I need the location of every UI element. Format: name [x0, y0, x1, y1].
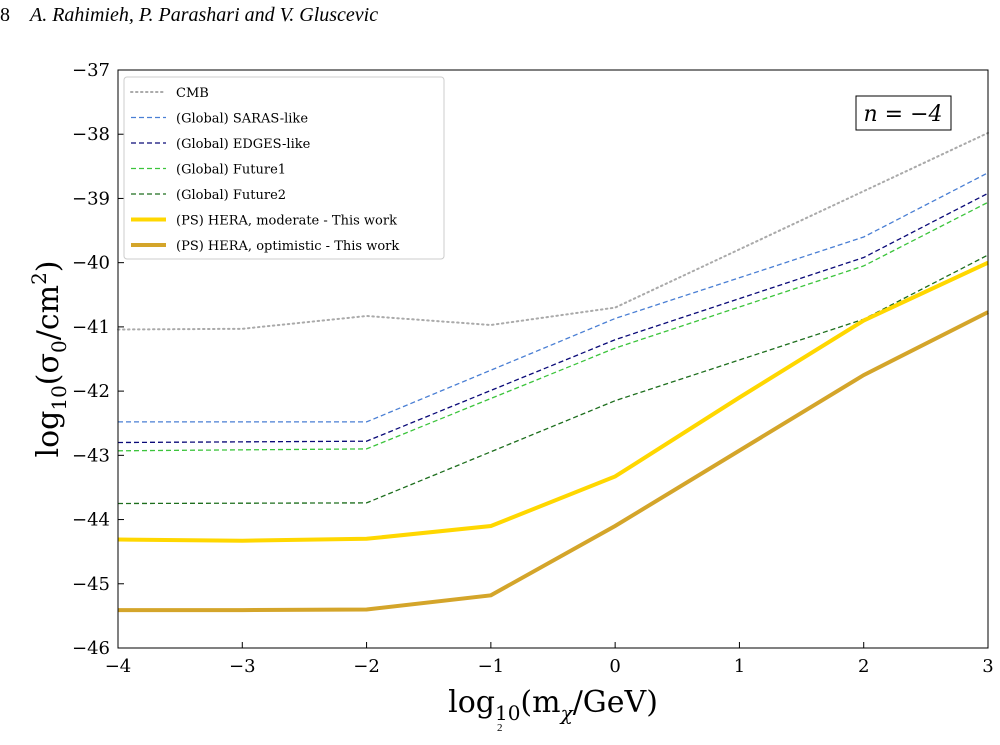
legend-label-1: (Global) SARAS-like: [176, 112, 308, 127]
y-axis-label-sup: 2: [27, 272, 51, 285]
annotation-box: n = −4: [855, 95, 952, 131]
series-layer: [117, 131, 989, 613]
y-axis-label-sub: 10: [47, 385, 71, 410]
plot-frame: [117, 69, 989, 649]
x-tick-label: −2: [353, 656, 380, 677]
legend-label-4: (Global) Future2: [176, 188, 286, 203]
y-tick-label: −45: [72, 574, 110, 595]
page-authors: A. Rahimieh, P. Parashari and V. Gluscev…: [30, 4, 379, 26]
x-axis-label-log: log: [448, 685, 495, 720]
x-tick-label: −3: [229, 656, 256, 677]
x-tick-label: 1: [734, 656, 745, 677]
y-tick-label: −42: [72, 381, 110, 402]
y-tick-label: −41: [72, 317, 110, 338]
y-tick-label: −37: [72, 60, 110, 81]
y-tick-label: −40: [72, 253, 110, 274]
y-tick-label: −43: [72, 445, 110, 466]
legend-items: CMB (Global) SARAS-like (Global) EDGES-lik…: [130, 86, 399, 254]
series-line-1: [118, 172, 989, 423]
legend-frame: [123, 76, 445, 260]
series-line-6: [118, 310, 989, 613]
series-line-2: [117, 192, 989, 444]
x-axis-label: log10(mχ/GeV): [448, 685, 658, 725]
legend-label-0: CMB: [176, 86, 209, 101]
legend-label-3: (Global) Future1: [176, 163, 286, 178]
y-tick-label: −39: [72, 188, 110, 209]
y-tick-label: −46: [72, 638, 110, 659]
annotation-text: n = −4: [863, 102, 942, 127]
x-tick-label: 0: [609, 656, 620, 677]
series-line-0: [117, 131, 989, 331]
page-footnote: 2: [497, 722, 503, 734]
y-axis-label-sigma-sub: 0: [47, 340, 71, 353]
x-axis-label-sub: 10: [495, 701, 520, 725]
legend-label-6: (PS) HERA, optimistic - This work: [176, 239, 399, 254]
y-tick-label: −38: [72, 124, 110, 145]
ticks-layer: −4 −3 −2 −1 0 1 2 3 −46 −45 −44 −43 −42 −41 −40 −39 −38 −…: [72, 60, 994, 677]
annotation-frame: [855, 95, 952, 131]
x-tick-label: −1: [478, 656, 505, 677]
legend-label-2: (Global) EDGES-like: [176, 137, 311, 152]
y-axis-label-open: (σ: [31, 353, 66, 385]
y-tick-label: −44: [72, 510, 110, 531]
series-line-5: [117, 260, 989, 543]
y-axis-label-log: log: [31, 411, 66, 458]
x-tick-label: 3: [982, 656, 993, 677]
x-axis-label-m-sub: χ: [559, 701, 575, 725]
legend-label-5: (PS) HERA, moderate - This work: [176, 214, 397, 229]
page-number: 8: [0, 4, 10, 26]
y-axis-label-close: ): [31, 260, 66, 272]
series-line-4: [117, 254, 989, 505]
x-axis-label-unit: /GeV): [573, 685, 658, 720]
x-tick-label: 2: [858, 656, 869, 677]
x-tick-label: −4: [105, 656, 132, 677]
x-axis-label-open: (m: [520, 685, 560, 720]
y-axis-label-unit: /cm: [31, 285, 66, 340]
y-axis-label: log10(σ0/cm2): [27, 260, 71, 457]
legend: CMB (Global) SARAS-like (Global) EDGES-lik…: [123, 76, 445, 260]
series-line-3: [117, 201, 989, 452]
